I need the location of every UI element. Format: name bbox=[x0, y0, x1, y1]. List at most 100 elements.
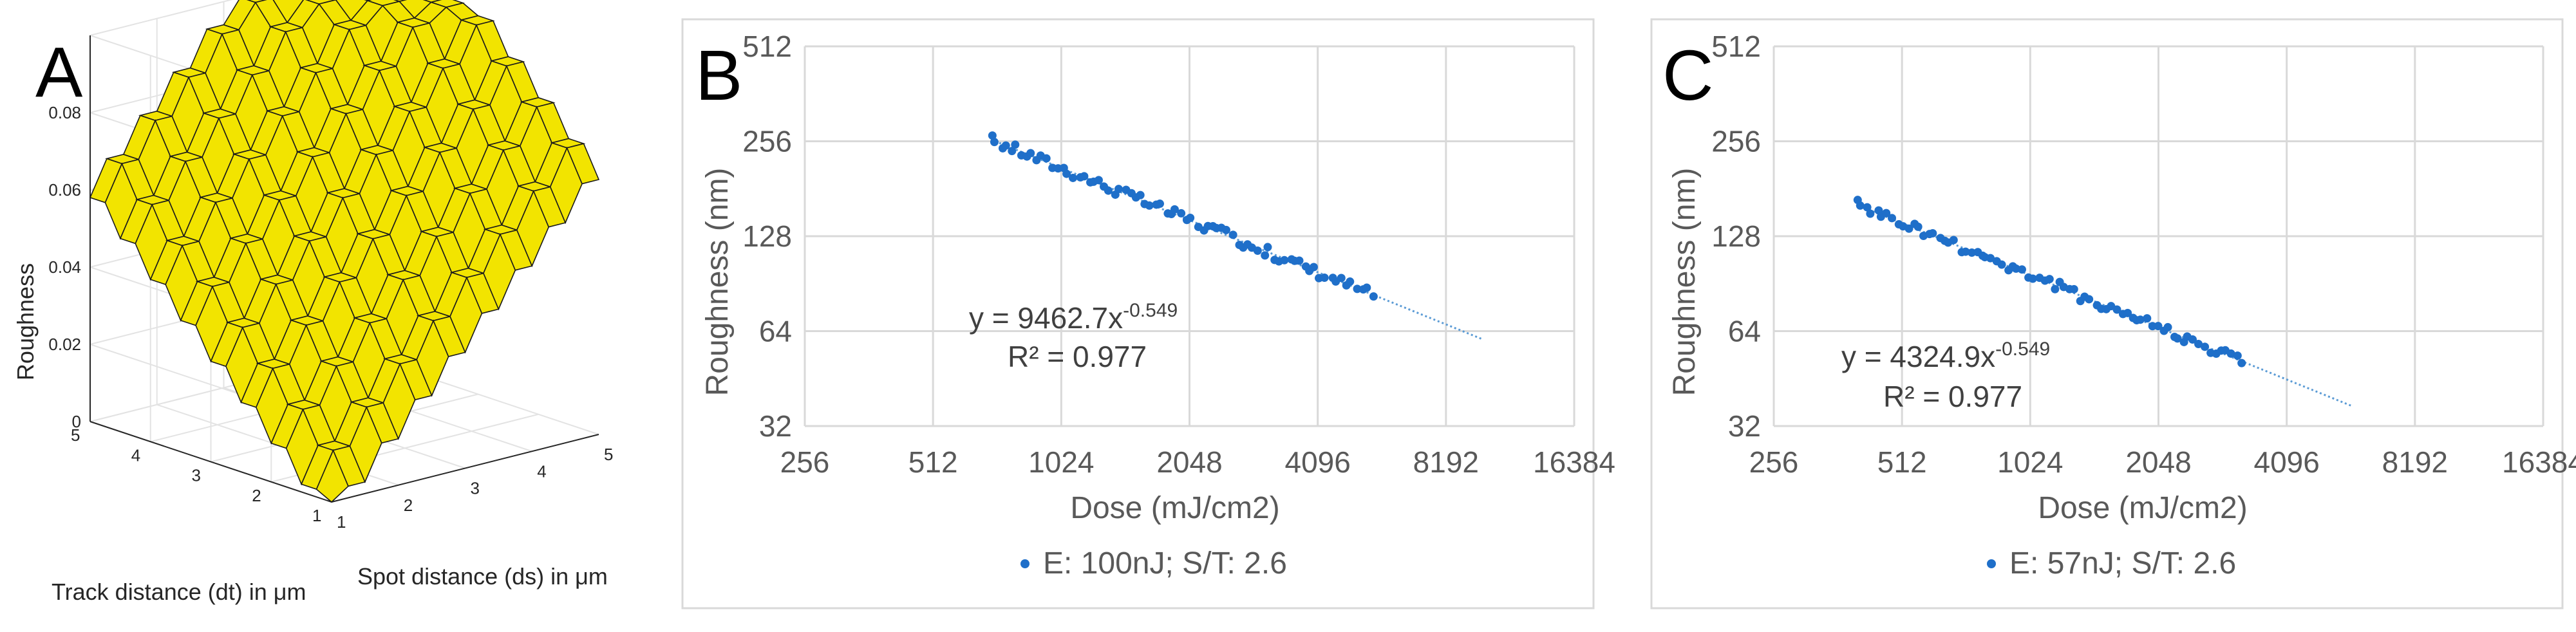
panel-c-data-point bbox=[2143, 314, 2152, 323]
panel-a-x-tick-label: 3 bbox=[471, 479, 480, 498]
panel-c-y-tick-label: 256 bbox=[1711, 125, 1761, 158]
panel-a-surface-cell bbox=[566, 143, 600, 185]
panel-b-data-point bbox=[1177, 209, 1186, 218]
panel-c-data-point bbox=[2237, 358, 2246, 367]
panel-a-x-axis bbox=[331, 434, 599, 503]
panel-a-x-tick-label: 2 bbox=[404, 496, 413, 515]
panel-a-wall-grid bbox=[89, 0, 233, 36]
panel-b-x-tick-label: 4096 bbox=[1284, 445, 1350, 479]
panel-c-x-tick-label: 1024 bbox=[1997, 445, 2063, 479]
panel-b-data-point bbox=[1295, 256, 1304, 265]
panel-c-data-point bbox=[2173, 334, 2182, 343]
panel-a-x-tick-label: 5 bbox=[604, 445, 613, 464]
panel-b-data-point bbox=[1309, 263, 1318, 272]
panel-b-data-point bbox=[1320, 274, 1329, 283]
panel-letter-b: B bbox=[695, 36, 742, 115]
panel-letter-a: A bbox=[35, 33, 83, 112]
panel-c-data-point bbox=[1968, 248, 1977, 257]
panel-c-y-tick-label: 32 bbox=[1728, 409, 1761, 443]
panel-b-data-point bbox=[1155, 200, 1164, 209]
panel-b-data-point bbox=[1011, 140, 1020, 149]
panel-c-data-point bbox=[1913, 222, 1923, 231]
panel-b-x-tick-label: 1024 bbox=[1028, 445, 1094, 479]
panel-b-data-point bbox=[1008, 147, 1017, 156]
panel-c-x-tick-label: 256 bbox=[1749, 445, 1799, 479]
panel-b-data-point bbox=[990, 138, 999, 147]
panel-a-x-label: Spot distance (ds) in μm bbox=[357, 563, 608, 590]
panel-b-data-point bbox=[1114, 185, 1123, 194]
panel-a-y-label: Track distance (dt) in μm bbox=[52, 579, 306, 605]
panel-b-trendline bbox=[990, 138, 1483, 340]
panel-b-data-point bbox=[1069, 173, 1078, 182]
panel-b-data-point bbox=[1261, 251, 1270, 260]
panel-c-plot: 256 512 1024 2048 4096 8192 16384 32 64 128 256 512 bbox=[1711, 30, 2576, 479]
panel-b-x-tick-label: 2048 bbox=[1156, 445, 1222, 479]
panel-b-y-tick-label: 256 bbox=[742, 125, 792, 158]
panel-b-x-tick-label: 256 bbox=[780, 445, 830, 479]
panel-b-data-point bbox=[1280, 256, 1289, 265]
panel-c: C 256 512 1024 2048 4096 8192 16384 32 64 128 256 5… bbox=[1650, 18, 2576, 609]
panel-b-data-point bbox=[1353, 284, 1362, 293]
panel-a-y-tick-label: 5 bbox=[71, 425, 80, 445]
panel-b-equation: y = 9462.7x-0.549 bbox=[969, 300, 1178, 335]
panel-a-z-tick-label: 0.02 bbox=[48, 335, 81, 354]
panel-c-legend-marker bbox=[1987, 559, 1996, 568]
panel-c-data-point bbox=[2188, 335, 2197, 344]
panel-a-z-tick-label: 0.08 bbox=[48, 103, 81, 122]
panel-c-data-point bbox=[2051, 284, 2060, 293]
panel-b-frame bbox=[681, 18, 1595, 609]
panel-a-z-tick-label: 0 bbox=[72, 412, 81, 431]
panel-b-data-point bbox=[1104, 186, 1113, 195]
panel-c-data-point bbox=[1856, 201, 1865, 210]
panel-b-y-label: Roughness (nm) bbox=[700, 168, 735, 396]
panel-a-x-tick-label: 1 bbox=[337, 512, 346, 532]
panel-c-data-point bbox=[2045, 275, 2054, 284]
panel-c-x-tick-label: 512 bbox=[1877, 445, 1927, 479]
panel-c-x-tick-label: 8192 bbox=[2382, 445, 2448, 479]
panel-c-data-point bbox=[1866, 209, 1875, 218]
panel-a-z-label: Roughness bbox=[12, 263, 39, 380]
panel-c-data-point bbox=[2163, 322, 2172, 331]
panel-b-y-tick-label: 32 bbox=[759, 409, 792, 443]
panel-b-data-point bbox=[1228, 230, 1237, 239]
panel-b-legend-marker bbox=[1020, 559, 1029, 568]
panel-b-y-tick-label: 128 bbox=[742, 219, 792, 253]
panel-c-x-tick-label: 2048 bbox=[2125, 445, 2191, 479]
panel-b-plot: 256 512 1024 2048 4096 8192 16384 32 64 128 256 512 bbox=[742, 30, 1615, 479]
panel-b-data-point bbox=[1080, 172, 1089, 181]
panel-b-data-point bbox=[1337, 274, 1346, 283]
panel-a-y-tick-label: 3 bbox=[192, 466, 201, 485]
panel-c-data-point bbox=[2017, 265, 2026, 274]
panel-c-data-point bbox=[2085, 295, 2094, 304]
panel-b-legend-label: E: 100nJ; S/T: 2.6 bbox=[1043, 546, 1287, 581]
panel-a-x-tick-label: 4 bbox=[537, 461, 546, 481]
panel-b-data-point bbox=[1362, 283, 1371, 292]
panel-b-r2: R² = 0.977 bbox=[1008, 340, 1147, 373]
panel-b-x-tick-label: 8192 bbox=[1413, 445, 1479, 479]
panel-c-y-tick-label: 64 bbox=[1728, 315, 1761, 348]
panel-c-frame bbox=[1650, 18, 2564, 609]
panel-b-data-point bbox=[1346, 277, 1355, 286]
panel-c-y-tick-label: 128 bbox=[1711, 219, 1761, 253]
panel-c-data-point bbox=[1949, 236, 1958, 245]
panel-c-data-point bbox=[2136, 315, 2145, 324]
panel-a-y-tick-label: 2 bbox=[252, 486, 261, 505]
panel-b-data-point bbox=[1263, 243, 1272, 252]
panel-c-data-point bbox=[1997, 260, 2006, 269]
panel-b-data-point bbox=[1221, 225, 1230, 234]
panel-b-data-point bbox=[1253, 246, 1262, 255]
panel-c-trendline bbox=[1856, 203, 2352, 407]
panel-c-data-point bbox=[2028, 274, 2037, 283]
panel-b-x-label: Dose (mJ/cm2) bbox=[1070, 491, 1279, 525]
panel-letter-c: C bbox=[1662, 36, 1713, 115]
panel-b-x-tick-label: 512 bbox=[908, 445, 958, 479]
panel-c-x-tick-label: 4096 bbox=[2253, 445, 2319, 479]
panel-c-data-point bbox=[1874, 206, 1883, 215]
panel-c-data-point bbox=[2112, 305, 2121, 314]
panel-c-data-point bbox=[1904, 224, 1913, 233]
panel-b-data-point bbox=[1369, 292, 1378, 301]
panel-c-y-label: Roughness (nm) bbox=[1668, 168, 1702, 396]
panel-b-x-tick-label: 16384 bbox=[1533, 445, 1615, 479]
